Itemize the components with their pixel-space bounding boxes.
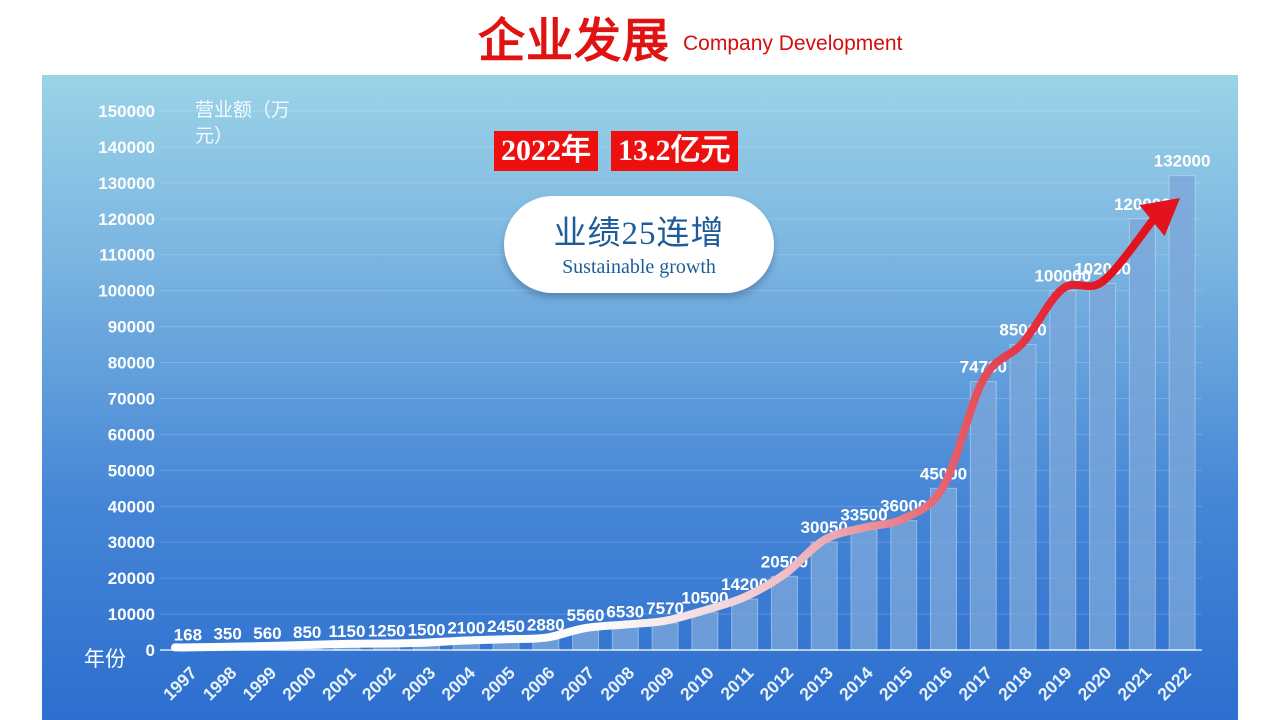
value-label: 5560 [567,606,605,625]
y-tick-label: 110000 [99,246,155,265]
value-label: 10500 [681,588,728,607]
bar-2022 [1168,175,1196,651]
value-label: 850 [293,623,321,642]
value-label: 2100 [447,618,485,637]
value-label: 1150 [329,622,366,641]
y-axis-title-line1: 营业额（万 [195,100,291,121]
x-tick-label: 2002 [358,663,400,705]
x-tick-label: 2001 [318,663,360,705]
bar-2010 [691,611,719,651]
value-label: 2450 [487,617,525,636]
y-tick-label: 150000 [98,102,155,121]
bubble-subheadline: Sustainable growth [562,256,716,278]
x-tick-label: 2019 [1034,663,1076,705]
x-tick-label: 2015 [875,663,917,705]
trend-arrow-head [1139,198,1180,237]
bar-2020 [1089,282,1117,651]
value-label: 1500 [408,621,446,640]
badge-amount: 13.2亿元 [611,131,738,171]
page-subtitle: Company Development [683,32,903,55]
trend-line [171,216,1157,652]
bar-2021 [1128,218,1156,651]
bubble-headline: 业绩25连增 [553,216,725,252]
growth-callout-bubble: 业绩25连增 Sustainable growth [504,196,774,293]
bar-2009 [651,622,679,651]
bar-2011 [731,598,759,651]
x-tick-label: 2005 [477,663,519,705]
y-tick-label: 70000 [108,389,155,408]
y-tick-label: 80000 [108,354,155,373]
x-tick-label: 2020 [1074,663,1116,705]
value-label: 1250 [368,622,406,641]
bar-2018 [1009,344,1037,651]
value-label: 33500 [840,506,887,525]
value-label: 7570 [646,599,684,618]
bar-2008 [611,626,639,651]
x-tick-label: 2022 [1153,663,1195,705]
x-tick-label: 2016 [915,663,957,705]
bar-2014 [850,529,878,651]
x-tick-label: 2011 [716,662,757,703]
x-tick-label: 2003 [398,663,440,705]
bar-2017 [969,381,997,651]
y-tick-label: 30000 [108,533,155,552]
badge-year: 2022年 [494,131,598,171]
x-tick-labels: 1997199819992000200120022003200420052006… [159,662,1195,704]
x-tick-label: 2014 [835,663,877,705]
x-tick-label: 2009 [636,663,678,705]
y-axis-title-line2: 元） [195,126,234,147]
page-title: 企业发展 [478,14,670,67]
y-tick-labels: 0 10000 20000 30000 40000 50000 60000 70000 8000… [98,102,155,660]
x-tick-label: 2007 [557,663,599,705]
x-tick-label: 2008 [596,663,638,705]
x-tick-label: 1998 [199,663,241,705]
bar-2012 [770,575,798,651]
bar-2013 [810,541,838,651]
x-tick-label: 1997 [159,663,201,705]
bar-2015 [890,520,918,651]
revenue-bar-chart: 168 350 560 850 1150 1250 1500 2100 2450 28805560… [98,102,1211,704]
y-tick-label: 50000 [108,461,155,480]
value-label: 350 [213,625,241,644]
x-tick-label: 2010 [676,663,718,705]
y-tick-label: 130000 [98,174,155,193]
y-tick-label: 90000 [108,318,155,337]
x-tick-label: 2021 [1113,663,1155,705]
value-label: 100000 [1034,267,1091,286]
y-tick-label: 20000 [108,569,155,588]
value-label: 2880 [527,616,565,635]
value-label: 560 [253,624,281,643]
y-tick-label: 120000 [98,210,155,229]
y-tick-label: 100000 [98,282,155,301]
x-tick-label: 2013 [795,663,837,705]
x-tick-label: 2000 [278,663,320,705]
value-label: 6530 [606,603,644,622]
y-tick-label: 140000 [98,138,155,157]
value-label: 132000 [1154,152,1211,171]
gridlines [160,110,1202,615]
y-tick-label: 40000 [108,497,155,516]
highlight-badges: 2022年 13.2亿元 [494,131,738,171]
bar-2016 [930,487,957,651]
x-tick-label: 2018 [994,663,1036,705]
chart-panel: 168 350 560 850 1150 1250 1500 2100 2450 2880 5560… [42,75,1238,720]
y-tick-label: 60000 [108,425,155,444]
x-tick-label: 2017 [954,663,996,705]
x-tick-label: 2012 [756,663,798,705]
x-tick-label: 2006 [517,663,559,705]
x-tick-label: 2004 [437,663,479,705]
y-tick-label: 10000 [108,605,155,624]
bar-2019 [1049,290,1077,651]
x-axis-title: 年份 [84,648,126,671]
x-tick-label: 1999 [239,663,281,705]
y-axis-title: 营业额（万 元） [195,98,345,150]
bars [174,175,1196,651]
y-tick-label: 0 [146,641,155,660]
value-label: 168 [174,625,202,644]
